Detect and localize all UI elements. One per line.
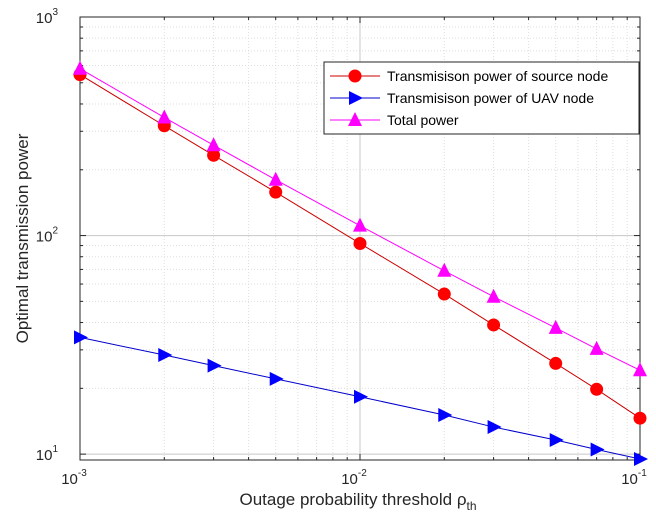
legend-marker [348,112,362,126]
y-tick-label-exponent: 1 [52,444,58,455]
y-tick-label-base: 10 [36,10,53,27]
y-tick-label: 102 [36,226,59,246]
data-point [438,408,453,423]
data-point [354,389,368,404]
y-tick-label-base: 10 [36,447,53,464]
data-point [486,288,501,303]
data-point [633,411,647,425]
x-axis-label-text: Outage probability threshold ρ [239,490,466,509]
y-tick-label-base: 10 [36,229,53,246]
series-3 [73,60,647,377]
series-layer [73,60,648,466]
y-tick-label: 101 [36,444,59,464]
y-tick-label-exponent: 2 [52,226,58,237]
data-point [437,287,451,301]
legend-marker [348,69,362,83]
data-point [549,433,564,448]
legend-entry-2: Transmisison power of UAV node [330,90,594,106]
data-point [590,442,605,457]
data-point [353,236,367,250]
legend: Transmisison power of source node Transmi… [323,61,640,135]
data-point [207,358,222,373]
x-axis-label-subscript: th [467,499,477,513]
x-tick-label-base: 10 [61,471,78,488]
y-tick-label-exponent: 3 [52,7,58,18]
data-point [437,262,452,277]
data-point [634,451,648,466]
data-point [353,217,367,232]
axis-ticks [79,17,640,460]
data-point [206,137,221,152]
x-tick-label: 10-2 [341,468,367,488]
data-point [157,109,172,124]
data-point [74,330,88,345]
series-line [79,74,641,419]
data-point [158,348,173,363]
x-tick-label-base: 10 [621,471,638,488]
legend-marker [349,91,363,105]
legend-entry-1: Transmisison power of source node [330,68,608,84]
data-point [269,371,284,386]
data-point [590,382,604,396]
series-line [79,336,641,460]
x-tick-labels: 10-3 10-2 10-1 [61,468,647,488]
legend-label: Transmisison power of UAV node [387,90,594,106]
legend-entry-3: Total power [330,112,459,128]
y-tick-label: 103 [36,7,59,27]
legend-label: Total power [387,112,459,128]
x-tick-label: 10-1 [621,468,647,488]
data-point [487,420,502,435]
data-point [548,319,563,334]
data-point [549,356,563,370]
x-axis-label: Outage probability threshold ρth [239,490,476,513]
data-point [633,362,647,377]
x-tick-label-exponent: -2 [358,468,367,479]
x-tick-label: 10-3 [61,468,87,488]
series-2 [74,330,648,466]
data-point [269,185,283,199]
legend-label: Transmisison power of source node [387,68,608,84]
series-line [79,68,641,371]
x-tick-label-exponent: -3 [78,468,87,479]
x-tick-label-base: 10 [341,471,358,488]
x-tick-label-exponent: -1 [638,468,647,479]
y-axis-label: Optimal transmission power [13,133,32,343]
data-point [487,318,501,332]
data-point [268,171,283,186]
data-point [73,60,87,75]
data-point [589,340,604,355]
